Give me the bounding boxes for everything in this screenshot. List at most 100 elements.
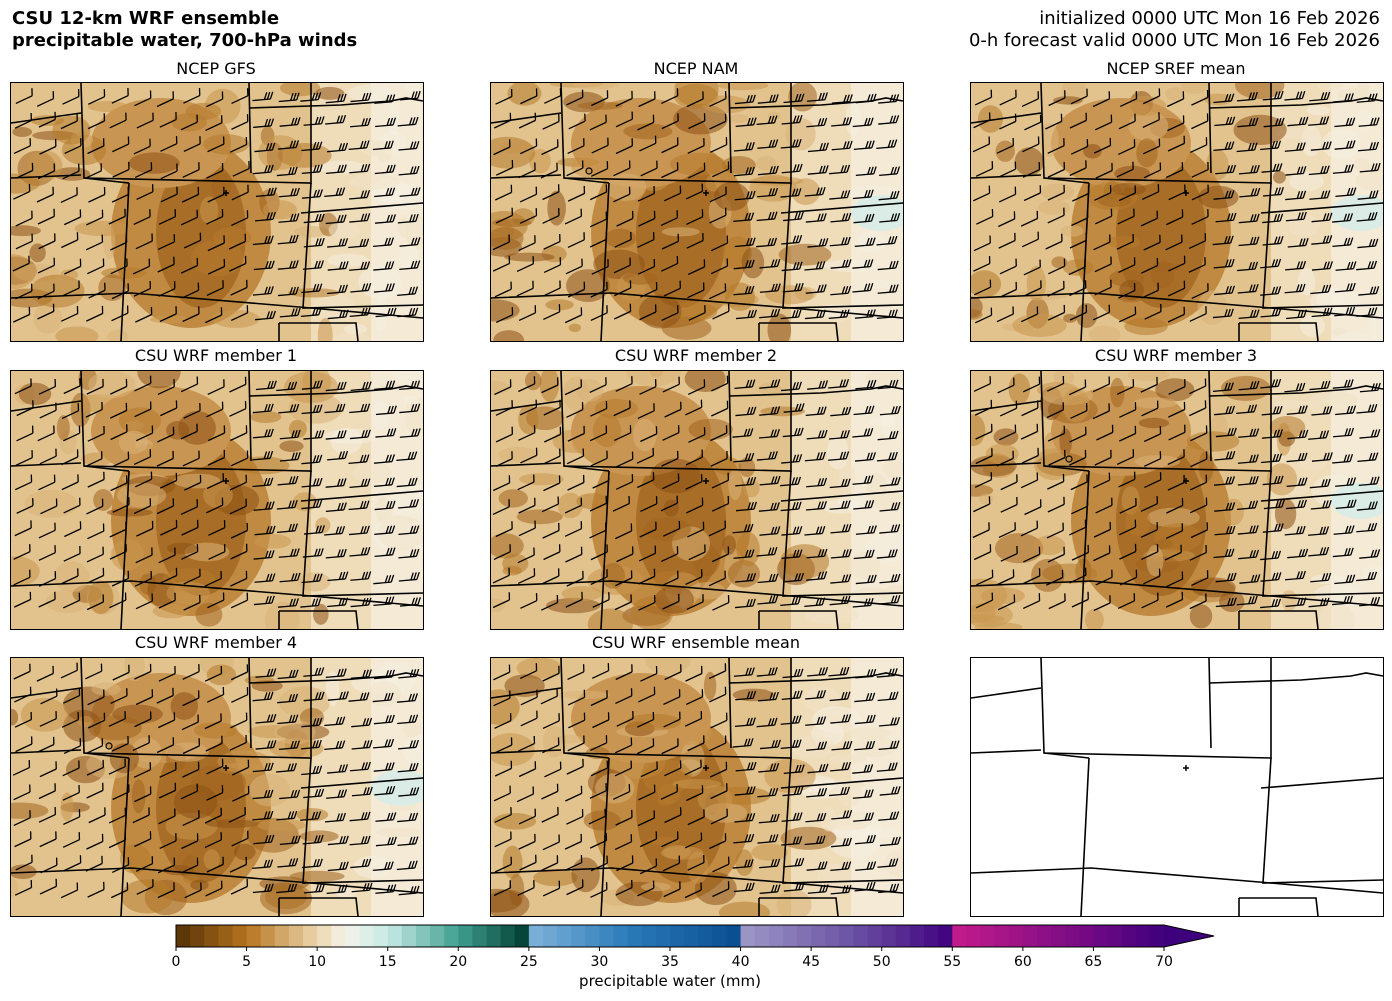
wind-barb [830,285,852,296]
wind-barb [303,691,325,702]
wind-barb [301,380,323,390]
wind-barb [134,831,152,848]
wind-barb [1116,233,1134,250]
wind-barb [253,260,275,271]
wind-barb [613,160,631,177]
wind-barb [133,209,151,225]
wind-barb [999,89,1017,106]
wind-barb [590,882,608,898]
map-canvas [491,83,903,341]
wind-barb [541,139,559,156]
wind-barb [636,447,655,464]
pw-contour-blob [55,326,99,341]
colorbar-tick-label: 15 [379,954,397,970]
wind-barb [228,806,246,823]
pw-contour-blob [519,473,565,486]
wind-barb [157,426,175,443]
pw-contour-blob [803,686,840,712]
wind-barb [1262,235,1284,246]
wind-barb [973,544,992,561]
panel-title: CSU WRF ensemble mean [591,633,800,652]
wind-barb [759,283,781,293]
pw-contour-blob [1165,87,1185,101]
wind-barb [206,280,224,296]
wind-barb [1048,90,1066,107]
wind-barb [879,573,901,584]
wind-barb [1140,522,1159,538]
pw-contour-blob [1197,290,1228,325]
wind-barb [1189,378,1207,395]
wind-barb [807,763,829,774]
pw-contour-blob [348,173,400,190]
wind-barb [758,502,780,512]
state-border [1040,371,1272,472]
wind-barb [589,425,608,442]
wind-barb [662,593,680,610]
wind-barb [877,691,899,702]
wind-barb [87,471,105,488]
wind-barb [830,212,852,223]
wind-barb [351,786,373,797]
wind-barb [759,739,781,750]
panel-title: CSU WRF member 2 [614,346,778,365]
pw-contour-blob [91,682,121,696]
wind-barb [1046,522,1064,539]
pw-contour-blob [552,429,595,453]
wind-barb [852,475,874,485]
wind-barb [398,498,420,509]
wind-barb [134,786,152,803]
wind-barb [973,376,992,392]
colorbar-segment [331,925,346,947]
wind-barb [565,258,583,275]
wind-barb [997,569,1015,586]
wind-barb [663,881,681,898]
wind-barb [349,478,371,489]
wind-barb [1237,500,1259,511]
pw-contour-blob [1128,111,1169,141]
wind-barb [520,447,538,464]
wind-barb [829,500,851,510]
pw-contour-blob [838,495,865,509]
wind-barb [14,686,32,703]
wind-barb [85,451,103,467]
wind-barb [492,255,511,272]
wind-barb [637,185,655,202]
wind-barb [349,761,371,772]
wind-barb [206,785,224,801]
wind-barb [852,427,874,438]
pw-contour-blob [1014,147,1044,176]
wind-barb [878,740,900,751]
colorbar-tick-label: 40 [732,954,750,970]
wind-barb [1069,426,1087,443]
wind-barb [685,665,703,682]
wind-barb [61,568,79,585]
wind-barb [542,568,560,585]
wind-barb [1263,499,1285,510]
wind-barb [254,211,276,222]
colorbar-segment [585,925,600,947]
wind-barb [976,208,994,225]
wind-barb [638,545,657,562]
state-border [1208,658,1212,749]
wind-barb [757,187,779,198]
wind-barb [1358,286,1380,296]
colorbar-segment [712,925,727,947]
colorbar-tick-label: 30 [591,954,609,970]
pw-contour-blob [820,806,837,832]
wind-barb [277,260,299,270]
wind-barb [15,450,33,466]
pw-contour-blob [1121,486,1140,515]
pw-contour-blob [587,608,634,629]
pw-contour-blob [671,719,712,746]
wind-barb [661,305,679,321]
wind-barb [230,878,249,895]
wind-barb [590,569,608,585]
pw-contour-blob [518,404,539,435]
state-border [971,400,1042,412]
wind-barb [183,568,201,585]
wind-barb [734,237,756,248]
wind-barb [782,786,804,797]
wind-barb [1334,574,1356,585]
wind-barb [252,235,274,246]
state-border [248,83,252,174]
